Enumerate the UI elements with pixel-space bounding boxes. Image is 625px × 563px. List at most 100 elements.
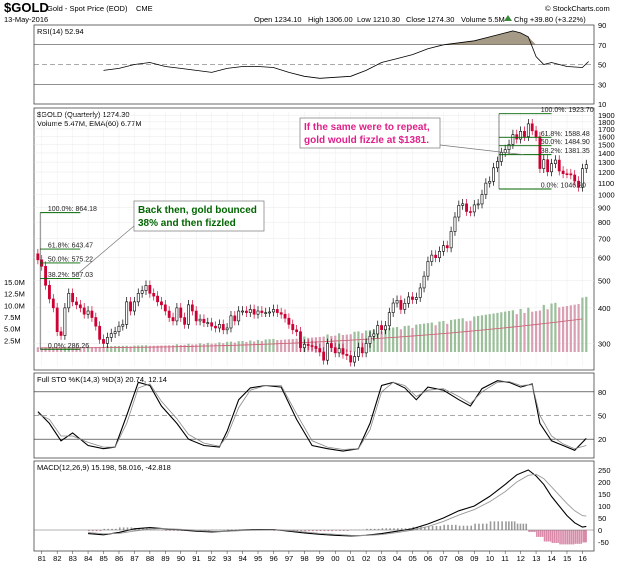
macd-histogram-bar	[331, 530, 333, 532]
candle	[399, 300, 403, 310]
x-tick-label: 03	[378, 554, 386, 563]
x-tick-label: 94	[239, 554, 247, 563]
candle	[291, 324, 295, 331]
macd-histogram-bar	[315, 530, 318, 532]
volume-bar	[125, 345, 128, 352]
macd-histogram-bar	[346, 530, 349, 531]
candle	[469, 211, 472, 213]
volume-bar	[218, 342, 221, 352]
x-tick-label: 08	[455, 554, 463, 563]
candle	[326, 343, 329, 361]
macd-tick-label: 250	[598, 466, 611, 475]
volume-bar	[511, 310, 515, 352]
candle	[102, 339, 105, 344]
macd-panel: MACD(12,26,9) 15.198, 58.016, -42.818 -5…	[33, 460, 611, 552]
volume-bar	[411, 327, 414, 352]
x-tick-label: 85	[100, 554, 108, 563]
volume-bar	[565, 305, 569, 352]
candle	[526, 123, 530, 137]
candle	[364, 343, 368, 354]
candle	[148, 285, 152, 294]
candle	[237, 310, 241, 322]
candle	[190, 304, 194, 312]
candle	[561, 170, 565, 174]
candle	[426, 261, 430, 277]
candle	[217, 324, 221, 329]
volume-bar	[361, 333, 364, 352]
macd-histogram-bar	[99, 530, 102, 532]
candle	[256, 310, 260, 315]
annotation-text-right: gold would fizzle at $1381.	[304, 135, 429, 146]
candle	[63, 307, 67, 336]
candle	[194, 310, 198, 322]
macd-histogram-bar	[300, 530, 303, 532]
macd-histogram-bar	[489, 521, 492, 530]
volume-bar	[249, 340, 252, 352]
macd-signal-line	[88, 473, 587, 536]
volume-bar	[168, 345, 171, 352]
macd-histogram-bar	[516, 523, 519, 530]
volume-bar	[415, 324, 418, 352]
candle	[557, 159, 561, 172]
volume-bar	[148, 345, 151, 352]
candle	[538, 136, 542, 169]
volume-bar	[392, 327, 395, 352]
exchange-label: CME	[136, 4, 153, 13]
candle	[333, 347, 337, 354]
candle	[133, 301, 136, 312]
macd-histogram-bar	[462, 525, 465, 530]
candle	[395, 300, 399, 304]
x-tick-label: 89	[161, 554, 169, 563]
x-tick-label: 82	[53, 554, 61, 563]
candle	[94, 317, 98, 327]
x-tick-label: 13	[532, 554, 540, 563]
x-tick-label: 92	[208, 554, 216, 563]
candle	[229, 315, 233, 329]
price-panel: $GOLD (Quarterly) 1274.30 Volume 5.47M, …	[4, 107, 615, 371]
x-tick-label: 12	[517, 554, 525, 563]
change-value: Chg +39.80 (+3.22%)	[514, 15, 586, 24]
macd-histogram-bar	[561, 530, 563, 545]
macd-histogram-bar	[584, 530, 586, 543]
volume-bar	[449, 319, 453, 352]
candle	[523, 131, 526, 137]
macd-histogram-bar	[530, 530, 532, 533]
candle	[476, 203, 480, 206]
candle	[534, 130, 538, 138]
macd-histogram-bar	[525, 523, 528, 530]
macd-histogram-bar	[385, 528, 388, 530]
price-tick-label: 1000	[598, 191, 615, 200]
macd-histogram-bar	[580, 530, 583, 544]
candle	[156, 295, 159, 303]
rsi-tick-label: 30	[598, 80, 606, 89]
macd-histogram-bar	[165, 530, 167, 531]
volume-bar	[264, 339, 267, 352]
macd-histogram-bar	[397, 528, 399, 530]
macd-histogram-bar	[570, 530, 573, 545]
macd-histogram-bar	[543, 530, 546, 542]
price-tick-label: 500	[598, 276, 611, 285]
price-tick-label: 600	[598, 254, 611, 263]
volume-tick-label: 12.5M	[4, 290, 25, 299]
volume-bar	[210, 343, 213, 352]
candle	[51, 298, 55, 309]
candle	[221, 324, 225, 331]
candle	[121, 324, 125, 327]
x-tick-label: 15	[563, 554, 571, 563]
macd-histogram-bar	[400, 528, 403, 530]
high-value: High 1306.00	[308, 15, 353, 24]
candle	[341, 348, 345, 355]
macd-histogram-bar	[416, 526, 418, 530]
candle	[275, 309, 279, 313]
macd-histogram-bar	[393, 528, 395, 530]
candle	[125, 301, 129, 325]
volume-bar	[558, 307, 561, 352]
candle	[457, 205, 461, 218]
volume-bar	[272, 338, 275, 352]
candle	[550, 163, 553, 173]
candle	[241, 310, 244, 313]
candle	[136, 293, 140, 303]
rsi-tick-label: 70	[598, 41, 606, 50]
candle	[384, 325, 387, 331]
macd-histogram-bar	[534, 530, 536, 533]
